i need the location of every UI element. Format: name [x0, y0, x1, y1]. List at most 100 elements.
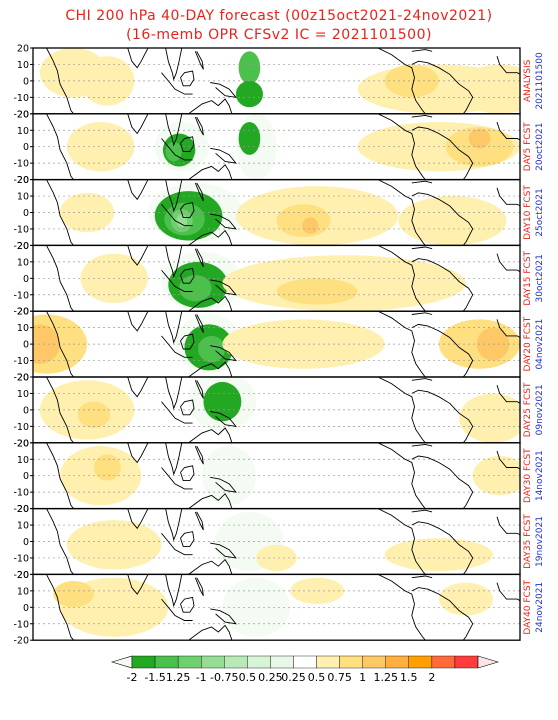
- coastline: [411, 49, 433, 52]
- coastline: [377, 311, 426, 378]
- coastline: [188, 295, 233, 312]
- panel-label: DAY5 FCST: [523, 122, 533, 171]
- colorbar-swatch: [131, 655, 156, 669]
- y-tick-label: -20: [13, 307, 29, 318]
- coastline: [496, 582, 520, 602]
- coastline: [165, 113, 183, 147]
- colorbar-swatch: [293, 655, 317, 669]
- coastline: [377, 377, 426, 443]
- y-tick-label: -10: [13, 159, 29, 170]
- y-tick-label: 10: [17, 60, 29, 71]
- y-tick-label: 0: [23, 208, 29, 219]
- coastline: [210, 213, 237, 230]
- panel-1: 20 10 0 -10 -20 DAY5 FCST 20oct2021: [13, 109, 545, 186]
- y-tick-label: -10: [13, 93, 29, 104]
- panel-date: 24nov2021: [535, 582, 545, 633]
- y-tick-label: -10: [13, 619, 29, 630]
- coastline: [188, 493, 233, 509]
- y-tick-label: 0: [23, 471, 29, 482]
- coastline: [180, 136, 195, 153]
- y-tick-label: 10: [17, 521, 29, 532]
- panel-label: ANALYSIS: [523, 59, 533, 102]
- panel-6: 20 10 0 -10 -20 DAY30 FCST 14nov2021: [13, 438, 545, 515]
- y-tick-label: -10: [13, 422, 29, 433]
- y-tick-label: -20: [13, 241, 29, 252]
- coastline: [194, 314, 204, 333]
- field-blob-34: [198, 335, 226, 363]
- colorbar-tick-label: 0.5: [308, 671, 326, 684]
- coastline: [165, 508, 183, 542]
- coastline: [127, 377, 149, 398]
- field-blob-11: [238, 122, 261, 155]
- coastline: [188, 98, 233, 114]
- coastline: [210, 345, 237, 362]
- coastline: [127, 48, 149, 69]
- y-tick-label: 20: [17, 109, 29, 120]
- coastline: [377, 574, 426, 641]
- coastline: [411, 114, 433, 118]
- coastline: [411, 521, 474, 575]
- coastline: [377, 508, 426, 575]
- field-blob-48: [472, 455, 520, 496]
- colorbar-tick-label: -1: [196, 671, 207, 684]
- coastline: [411, 389, 474, 443]
- colorbar-swatch: [177, 655, 202, 669]
- coastline: [188, 361, 233, 378]
- coastline: [180, 531, 195, 547]
- y-tick-label: -10: [13, 224, 29, 235]
- coastline: [46, 48, 74, 114]
- coastline: [194, 51, 204, 70]
- y-tick-label: 20: [17, 438, 29, 449]
- coastline: [165, 311, 183, 345]
- field-blob-30: [276, 278, 358, 305]
- coastline: [411, 443, 433, 447]
- coastline: [377, 113, 426, 180]
- field-blob-28: [179, 275, 212, 302]
- y-tick-label: 10: [17, 257, 29, 268]
- field-blob-5: [384, 64, 439, 98]
- field-blob-12: [66, 122, 135, 172]
- coastline: [194, 182, 204, 202]
- coastline: [210, 147, 237, 164]
- field-blob-53: [222, 577, 291, 637]
- colorbar-swatch: [270, 655, 294, 669]
- coastline: [194, 577, 204, 597]
- coastline: [161, 138, 193, 161]
- coastline: [161, 204, 193, 227]
- coastline: [46, 508, 74, 575]
- colorbar-tick-label: 0.25: [258, 671, 283, 684]
- y-tick-label: 10: [17, 586, 29, 597]
- colorbar-swatch: [224, 655, 248, 669]
- coastline: [411, 378, 433, 381]
- coastline: [46, 179, 74, 246]
- y-tick-label: -10: [13, 290, 29, 301]
- field-blob-3: [39, 48, 108, 98]
- colorbar-tick-label: 1.25: [373, 671, 398, 684]
- colorbar-tick-label: 1.5: [400, 671, 418, 684]
- coastline: [411, 455, 474, 509]
- field-blob-41: [203, 381, 242, 422]
- field-blob-25: [60, 192, 115, 233]
- y-tick-label: -20: [13, 175, 29, 186]
- field-blob-22: [276, 204, 331, 238]
- coastline: [180, 202, 195, 218]
- panel-date: 25oct2021: [535, 188, 545, 236]
- coastline: [210, 82, 237, 98]
- colorbar-tick-label: -2: [127, 671, 138, 684]
- coastline: [194, 380, 204, 399]
- field-blob-43: [77, 401, 111, 428]
- y-tick-label: -20: [13, 570, 29, 581]
- coastline: [210, 608, 237, 625]
- y-tick-label: 10: [17, 192, 29, 203]
- coastline: [180, 399, 195, 416]
- y-tick-label: 10: [17, 323, 29, 334]
- y-tick-label: 20: [17, 504, 29, 515]
- colorbar-tick-label: 1: [359, 671, 366, 684]
- panel-label: DAY20 FCST: [523, 316, 533, 371]
- panel-7: 20 10 0 -10 -20 DAY35 FCST 19nov2021: [13, 504, 545, 581]
- coastline: [165, 377, 183, 410]
- coastline: [210, 476, 237, 493]
- panel-date: 04nov2021: [535, 319, 545, 370]
- y-tick-label: -20: [13, 373, 29, 384]
- coastline: [161, 533, 193, 556]
